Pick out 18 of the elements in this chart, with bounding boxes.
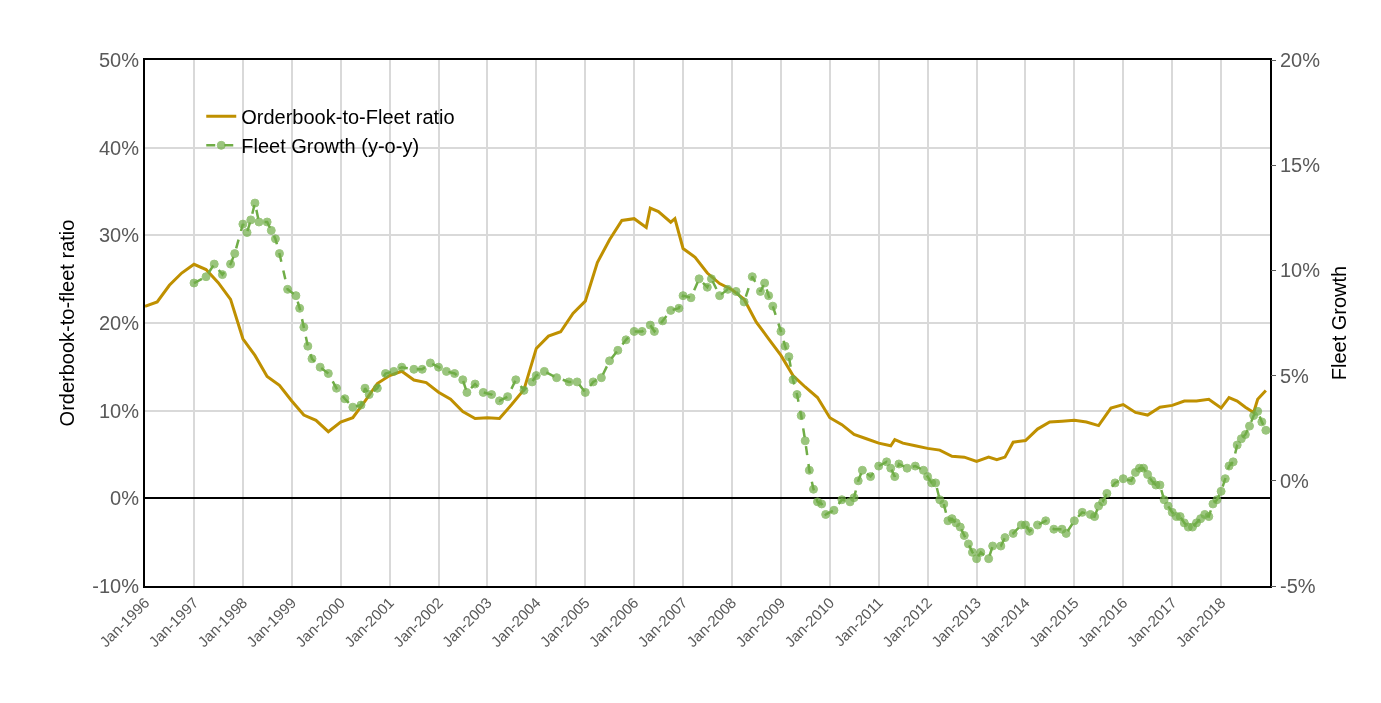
legend-label: Orderbook-to-Fleet ratio <box>241 106 455 129</box>
y2-tick-label: 5% <box>1280 364 1310 387</box>
y2-tick-label: 10% <box>1280 259 1321 282</box>
y-tick-label: 10% <box>98 399 140 422</box>
y-tick-label: 30% <box>98 224 140 247</box>
y-tick-label: 40% <box>98 136 140 159</box>
y-tick-label: -10% <box>92 575 140 597</box>
y-tick-label: 20% <box>98 312 140 334</box>
legend-label: Fleet Growth (y-o-y) <box>241 135 420 158</box>
line-series <box>145 206 1268 464</box>
y2-tick-label: 15% <box>1280 154 1321 177</box>
y2-tick-label: 20% <box>1280 49 1321 71</box>
y-axis-title: Orderbook-to-fleet ratio <box>56 219 79 427</box>
y-tick-label: 0% <box>110 487 140 510</box>
y-tick-label: 50% <box>98 49 140 71</box>
y2-axis-title: Fleet Growth <box>1327 265 1350 381</box>
y2-tick-label: -5% <box>1280 575 1316 597</box>
y2-tick-label: 0% <box>1280 469 1310 492</box>
